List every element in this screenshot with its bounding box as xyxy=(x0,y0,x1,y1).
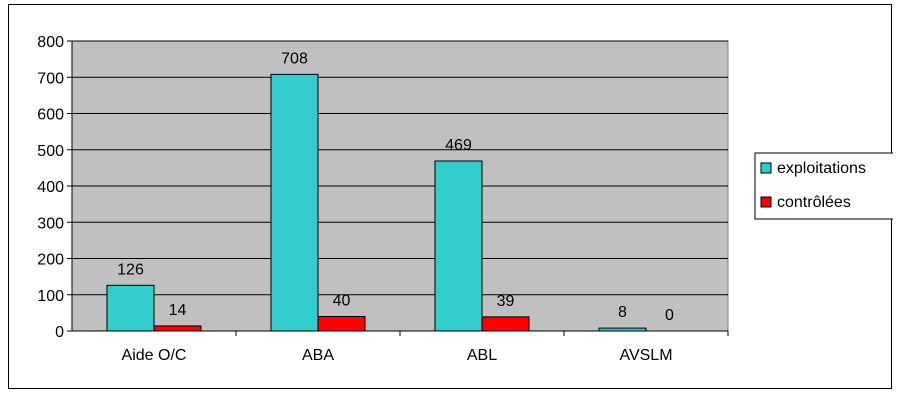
x-tick-label: Aide O/C xyxy=(122,347,187,364)
data-label: 8 xyxy=(618,304,627,321)
y-tick-label: 200 xyxy=(37,252,64,269)
bar-chart: 126 14 708 40 469 39 8 0 0 100 200 300 400 500 600 700… xyxy=(37,34,893,364)
data-labels: 126 14 708 40 469 39 8 0 xyxy=(117,50,674,324)
data-label: 39 xyxy=(497,293,515,310)
y-tick-label: 0 xyxy=(55,324,64,341)
bar xyxy=(270,73,319,332)
data-label: 469 xyxy=(445,137,472,154)
data-label: 126 xyxy=(117,261,144,278)
y-tick-label: 700 xyxy=(37,70,64,87)
data-label: 708 xyxy=(281,50,308,67)
bar xyxy=(481,316,530,332)
y-tick-label: 400 xyxy=(37,179,64,196)
chart-frame: 126 14 708 40 469 39 8 0 0 100 200 300 400 500 600 700… xyxy=(8,4,893,389)
legend: exploitations contrôlées xyxy=(754,152,893,220)
data-label: 0 xyxy=(665,307,674,324)
data-label: 14 xyxy=(169,302,187,319)
x-tick-label: AVSLM xyxy=(619,347,672,364)
bar xyxy=(106,284,155,332)
legend-box xyxy=(754,152,893,220)
legend-swatch xyxy=(760,196,772,208)
y-tick-label: 500 xyxy=(37,143,64,160)
bar xyxy=(317,316,366,332)
y-tick-label: 300 xyxy=(37,215,64,232)
y-axis: 0 100 200 300 400 500 600 700 800 xyxy=(37,34,73,341)
x-tick-label: ABL xyxy=(467,347,497,364)
legend-label: exploitations xyxy=(777,160,866,177)
y-tick-label: 100 xyxy=(37,288,64,305)
data-label: 40 xyxy=(333,293,351,310)
bar xyxy=(434,160,483,332)
x-axis: Aide O/C ABA ABL AVSLM xyxy=(72,330,729,364)
legend-swatch xyxy=(760,162,772,174)
legend-label: contrôlées xyxy=(777,194,851,211)
gridlines xyxy=(72,40,728,296)
y-tick-label: 600 xyxy=(37,107,64,124)
bars xyxy=(106,73,647,332)
y-tick-label: 800 xyxy=(37,34,64,51)
x-tick-label: ABA xyxy=(302,347,334,364)
bar xyxy=(153,325,202,332)
